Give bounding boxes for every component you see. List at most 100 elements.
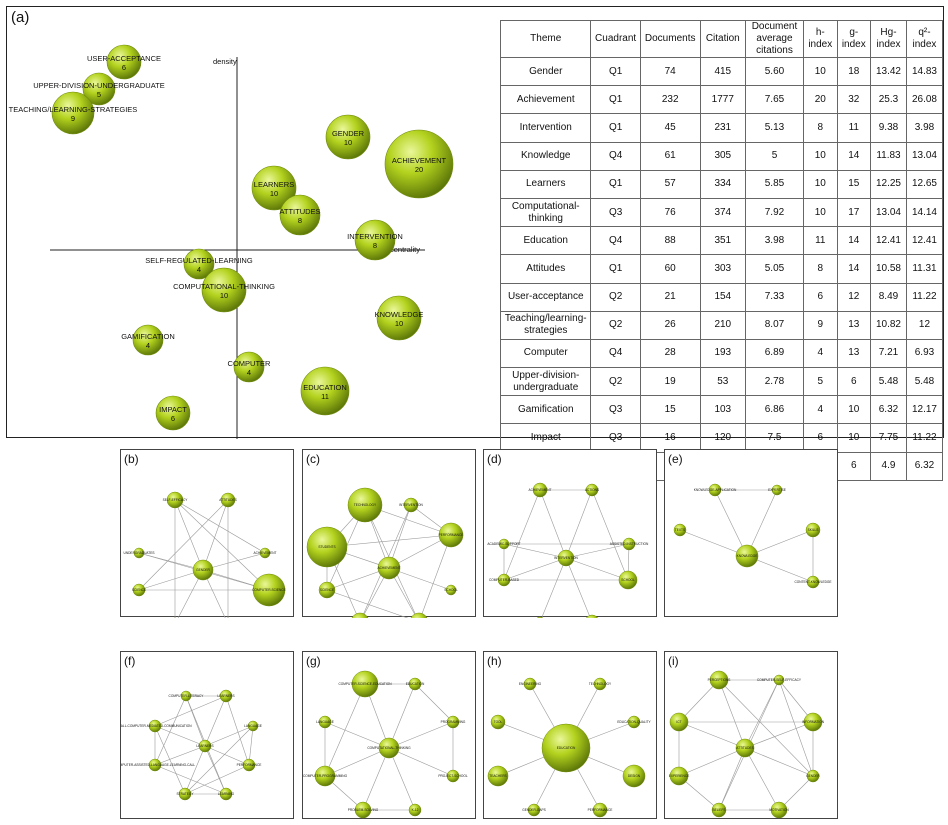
network-node-mathematics	[410, 612, 428, 618]
network-node-education	[541, 723, 591, 773]
network-node-label: KNOWLEDGE	[737, 554, 758, 558]
bubble-value-achievement: 20	[415, 165, 423, 174]
table-row: Gamification Q3 15 103 6.86 4 10 6.32 12.17	[499, 395, 944, 425]
table-cell: 15	[836, 169, 872, 199]
network-link	[326, 534, 452, 548]
bubble-intervention	[354, 219, 396, 261]
table-cell: 13.04	[905, 141, 944, 171]
network-node-label: SCHOOL	[621, 578, 635, 582]
network-graph-i: PERCEPTIONS COMPUTER-SELF-EFFICACY ICT INFO…	[669, 670, 825, 819]
network-node-learners	[198, 739, 212, 753]
network-panel-d: ACHIEVEMENT ACTIONS ACADEMIC-SUPPORT ASSIST…	[483, 449, 657, 618]
network-link	[388, 683, 416, 749]
network-node-tool	[490, 714, 506, 730]
table-cell: 14.14	[905, 197, 944, 228]
network-link	[539, 489, 567, 559]
network-graph-g: COMPUTER-SCIENCE-EDUCATION EDUCATION LANGU…	[303, 670, 468, 819]
network-link	[174, 499, 204, 571]
network-node-academic-support	[498, 538, 510, 550]
network-node-label: BELIEFS	[712, 808, 725, 812]
network-node-performance	[242, 758, 256, 772]
network-node-language	[318, 715, 332, 729]
bubble-user-acceptance	[106, 44, 142, 80]
table-row: Computer Q4 28 193 6.89 4 13 7.21 6.93	[499, 338, 944, 369]
table-cell: Q1	[590, 254, 641, 284]
panel-g-label: (g)	[306, 654, 321, 668]
table-cell: 8.07	[744, 310, 805, 340]
network-node-ict	[669, 712, 689, 732]
table-cell: 7.5	[744, 423, 805, 453]
network-node-computer-assisted-instruction	[585, 614, 599, 618]
y-axis-label: density	[213, 57, 237, 66]
table-cell: 6.93	[905, 338, 944, 369]
network-node-design	[622, 764, 646, 788]
table-cell: 15	[639, 395, 701, 425]
table-row: Knowledge Q4 61 305 5 10 14 11.83 13.04	[499, 141, 944, 171]
bubble-value-user-acceptance: 6	[122, 63, 126, 72]
bubble-impact	[155, 395, 191, 431]
table-cell: 11.22	[905, 423, 944, 453]
network-link	[324, 721, 390, 749]
table-header-row: Theme Cuadrant Documents Citation Document a…	[499, 20, 944, 58]
network-panel-h: ENGINEERING TECHNOLOGY TOOL EDUCATION-QUALI…	[483, 651, 657, 819]
table-cell: Intervention	[499, 113, 592, 143]
bubble-computer	[233, 351, 265, 383]
network-panel-e: KNOWLEDGE-APPLICATION EXPERTISE SKILLS TEXT…	[664, 449, 838, 617]
network-node-label: TECHNOLOGY	[354, 503, 377, 507]
network-node-label: PERCEPTIONS	[708, 678, 731, 682]
network-node-perceptions	[709, 670, 729, 690]
network-node-school	[445, 584, 457, 596]
network-node-achievement	[259, 547, 271, 559]
column-header-documents: Documents	[639, 20, 701, 58]
network-link	[154, 745, 206, 766]
network-node-label: STUDENTS	[318, 545, 335, 549]
table-cell: 6	[803, 282, 838, 312]
table-cell: 13.42	[870, 56, 907, 87]
network-link	[718, 747, 746, 811]
table-cell: Gender	[499, 56, 592, 87]
network-node-computer-programming	[314, 765, 336, 787]
network-node-label: EXPERIENCE	[669, 774, 690, 778]
network-node-label: K-12	[412, 808, 419, 812]
bubble-achievement	[384, 129, 454, 199]
table-cell: 57	[639, 169, 701, 199]
table-cell: 6.89	[744, 338, 805, 369]
table-cell: Q4	[590, 141, 641, 171]
bubble-value-intervention: 8	[373, 241, 377, 250]
network-link	[202, 552, 266, 571]
table-cell: Q3	[590, 395, 641, 425]
table-cell: 12.25	[870, 169, 907, 199]
network-node-attitudes	[220, 492, 236, 508]
bubble-self-regulated-learning	[183, 248, 215, 280]
network-node-label: ACTIONS	[585, 488, 599, 492]
table-cell: 10	[803, 197, 838, 228]
table-cell: 45	[639, 113, 701, 143]
bubble-value-self-regulated-learning: 4	[197, 265, 201, 274]
network-node-education-quality	[627, 715, 641, 729]
network-link	[174, 499, 270, 591]
network-node-problem-solving	[354, 801, 372, 819]
network-node-label: INTERVENTION	[399, 503, 423, 507]
table-row: Achievement Q1 232 1777 7.65 20 32 25.3 26.08	[499, 85, 944, 115]
table-cell: Computational-thinking	[499, 197, 592, 228]
network-link	[744, 747, 780, 811]
table-cell: 11.22	[905, 282, 944, 312]
table-cell: 13	[836, 338, 872, 369]
table-cell: Q1	[590, 113, 641, 143]
network-node-computer-literacy	[180, 690, 192, 702]
table-cell: Q1	[590, 56, 641, 87]
table-cell: 7.65	[744, 85, 805, 115]
table-cell: 10.82	[870, 310, 907, 340]
panel-i-label: (i)	[668, 654, 679, 668]
network-link	[591, 489, 629, 581]
network-node-label: GENDER-GAPS	[522, 808, 546, 812]
table-cell: Q2	[590, 310, 641, 340]
table-cell: 5	[803, 367, 838, 397]
network-link	[565, 557, 629, 581]
table-cell: 60	[639, 254, 701, 284]
network-node-label: GENDER	[196, 568, 210, 572]
table-row: Intervention Q1 45 231 5.13 8 11 9.38 3.98	[499, 113, 944, 143]
bubble-label-gamification: GAMIFICATION	[121, 332, 175, 341]
table-cell: 6.32	[870, 395, 907, 425]
network-node-assisted-instruction	[622, 537, 636, 551]
